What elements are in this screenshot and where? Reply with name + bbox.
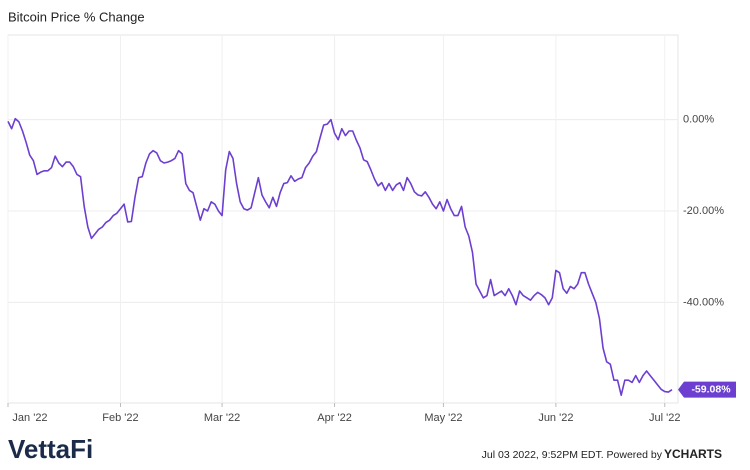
plot-frame xyxy=(7,34,679,404)
x-tick-label: Jul '22 xyxy=(649,412,680,424)
x-tick-label: Feb '22 xyxy=(102,412,138,424)
x-tick-label: Jan '22 xyxy=(12,412,47,424)
x-tick-label: Mar '22 xyxy=(204,412,240,424)
x-tick-label: Apr '22 xyxy=(317,412,352,424)
y-tick-label: -20.00% xyxy=(683,205,724,217)
y-tick-label: -40.00% xyxy=(683,296,724,308)
end-label: -59.08% xyxy=(691,383,731,395)
price-line xyxy=(7,117,673,397)
footer-note: Jul 03 2022, 9:52PM EDT. Powered by xyxy=(482,449,663,461)
x-tick-label: May '22 xyxy=(424,412,462,424)
footer-source: YCHARTS xyxy=(664,447,722,461)
y-tick-label: 0.00% xyxy=(683,113,714,125)
x-tick-label: Jun '22 xyxy=(538,412,573,424)
chart-title: Bitcoin Price % Change xyxy=(8,9,145,24)
brand-logo: VettaFi xyxy=(8,434,93,464)
end-label-box xyxy=(678,381,736,398)
